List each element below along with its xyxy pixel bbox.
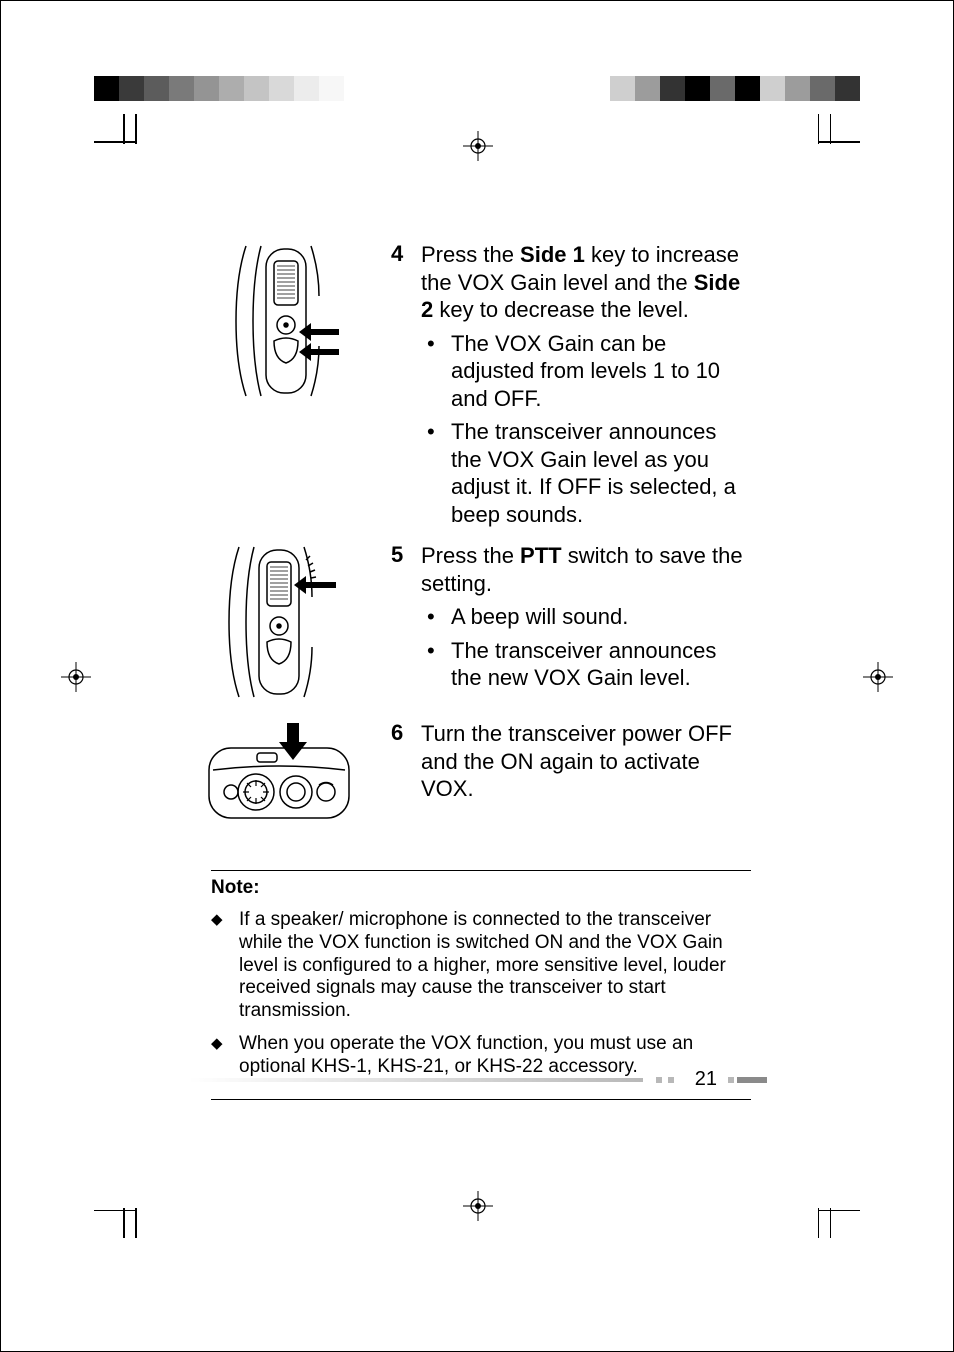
printer-bar <box>635 76 660 101</box>
step-5-text: 5 Press the PTT switch to save the setti… <box>391 542 751 702</box>
printer-bar <box>344 76 369 101</box>
main-content: 4 Press the Side 1 key to increase the V… <box>211 241 751 1100</box>
step-6-illustration <box>211 720 391 830</box>
printer-bar <box>219 76 244 101</box>
step-5-row: 5 Press the PTT switch to save the setti… <box>211 542 751 702</box>
step-number: 4 <box>391 241 421 267</box>
sub-bullet: •The transceiver announces the new VOX G… <box>421 637 751 692</box>
step-body: Press the PTT switch to save the setting… <box>421 542 751 597</box>
bullet-dot-icon: • <box>421 418 451 528</box>
printer-bar <box>660 76 685 101</box>
step-4-illustration <box>211 241 391 534</box>
sub-bullet: •A beep will sound. <box>421 603 751 631</box>
bullet-dot-icon: • <box>421 603 451 631</box>
note-label: Note: <box>211 877 751 899</box>
printer-bar <box>710 76 735 101</box>
step-5-illustration <box>211 542 391 702</box>
printer-bar <box>835 76 860 101</box>
printer-bar <box>685 76 710 101</box>
printer-bar <box>169 76 194 101</box>
step-number: 6 <box>391 720 421 746</box>
crop-mark <box>819 1210 849 1212</box>
registration-mark-icon <box>463 131 493 161</box>
bullet-dot-icon: • <box>421 330 451 413</box>
printer-bars-right <box>560 76 860 101</box>
printer-bar <box>94 76 119 101</box>
crop-mark <box>135 1208 137 1238</box>
page-number: 21 <box>695 1068 717 1091</box>
step-body: Turn the transceiver power OFF and the O… <box>421 720 751 803</box>
note-box: Note: ◆If a speaker/ microphone is conne… <box>211 870 751 1100</box>
printer-bar <box>585 76 610 101</box>
crop-mark <box>830 114 832 144</box>
printer-bar <box>785 76 810 101</box>
step-4-text: 4 Press the Side 1 key to increase the V… <box>391 241 751 534</box>
note-items: ◆If a speaker/ microphone is connected t… <box>211 909 751 1079</box>
step-number: 5 <box>391 542 421 568</box>
printer-bar <box>369 76 394 101</box>
registration-mark-icon <box>61 662 91 692</box>
crop-mark <box>123 114 125 144</box>
printer-bar <box>560 76 585 101</box>
step-4-row: 4 Press the Side 1 key to increase the V… <box>211 241 751 534</box>
footer-squares-left <box>653 1077 677 1083</box>
crop-mark <box>135 114 137 144</box>
sub-bullet: •The transceiver announces the VOX Gain … <box>421 418 751 528</box>
printer-bar <box>735 76 760 101</box>
printer-bar <box>610 76 635 101</box>
printer-bar <box>294 76 319 101</box>
printer-bar <box>810 76 835 101</box>
printer-bar <box>119 76 144 101</box>
crop-mark <box>123 1208 125 1238</box>
printer-bar <box>194 76 219 101</box>
footer-square <box>656 1077 662 1083</box>
crop-mark <box>830 1208 832 1238</box>
bullet-text: The transceiver announces the new VOX Ga… <box>451 637 751 692</box>
sub-bullet: •The VOX Gain can be adjusted from level… <box>421 330 751 413</box>
footer-fade-bar <box>189 1078 643 1082</box>
diamond-icon: ◆ <box>211 909 239 1023</box>
printer-bars-left <box>94 76 394 101</box>
bullet-text: The transceiver announces the VOX Gain l… <box>451 418 751 528</box>
crop-mark <box>819 141 849 143</box>
crop-mark <box>105 141 135 143</box>
printer-bar <box>144 76 169 101</box>
printer-bar <box>760 76 785 101</box>
registration-mark-icon <box>463 1191 493 1221</box>
registration-mark-icon <box>863 662 893 692</box>
crop-mark <box>818 114 820 144</box>
footer-squares-right <box>725 1077 767 1083</box>
footer-end-bar <box>737 1077 767 1083</box>
step-body: Press the Side 1 key to increase the VOX… <box>421 241 751 324</box>
step-5-bullets: •A beep will sound.•The transceiver anno… <box>421 603 751 692</box>
crop-mark <box>105 1210 135 1212</box>
bullet-text: The VOX Gain can be adjusted from levels… <box>451 330 751 413</box>
printer-bar <box>244 76 269 101</box>
printer-bar <box>269 76 294 101</box>
page-container: 4 Press the Side 1 key to increase the V… <box>0 0 954 1352</box>
footer-square <box>728 1077 734 1083</box>
note-bullet: ◆If a speaker/ microphone is connected t… <box>211 909 751 1023</box>
step-6-row: 6 Turn the transceiver power OFF and the… <box>211 720 751 830</box>
step-6-text: 6 Turn the transceiver power OFF and the… <box>391 720 751 830</box>
note-text: If a speaker/ microphone is connected to… <box>239 909 751 1023</box>
bullet-dot-icon: • <box>421 637 451 692</box>
crop-mark <box>818 1208 820 1238</box>
page-footer: 21 <box>189 1068 767 1091</box>
printer-bar <box>319 76 344 101</box>
footer-square <box>668 1077 674 1083</box>
step-4-bullets: •The VOX Gain can be adjusted from level… <box>421 330 751 529</box>
bullet-text: A beep will sound. <box>451 603 751 631</box>
